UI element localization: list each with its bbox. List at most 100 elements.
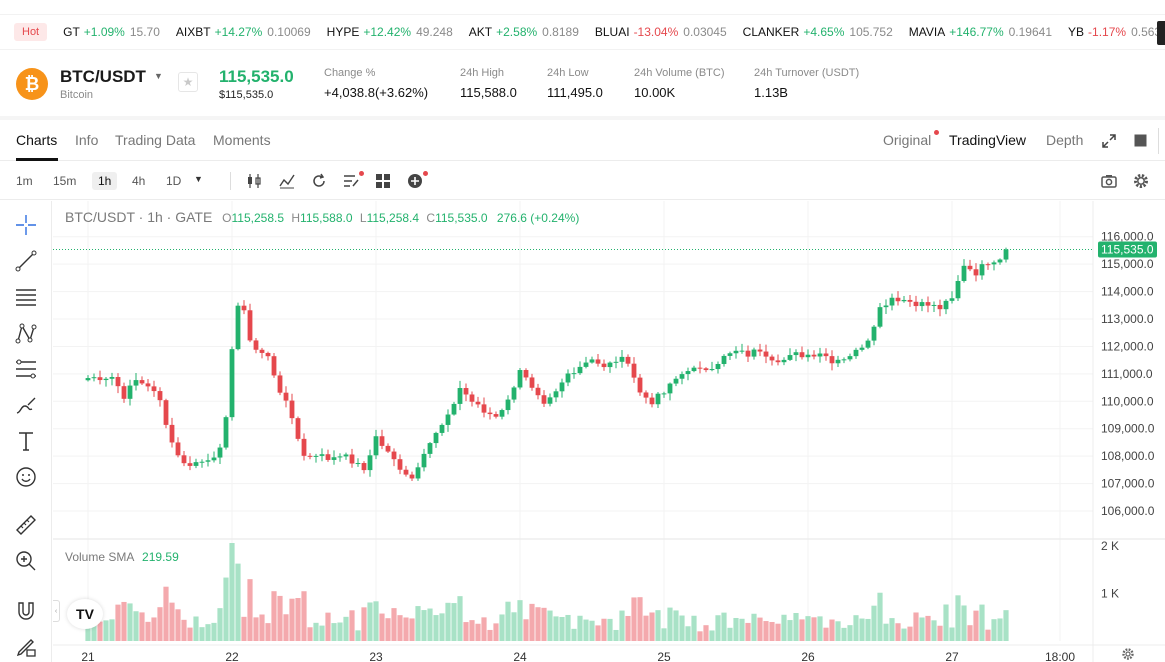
volume-bar	[973, 610, 979, 641]
candle-body	[853, 349, 859, 357]
ticker-item-hype[interactable]: HYPE +12.42% 49.248	[327, 25, 453, 39]
hot-badge[interactable]: Hot	[14, 23, 48, 41]
volume-bar	[877, 592, 883, 641]
volume-legend: Volume SMA 219.59	[65, 550, 179, 564]
ticker-item-aixbt[interactable]: AIXBT +14.27% 0.10069	[176, 25, 311, 39]
pattern-icon[interactable]	[14, 321, 38, 345]
volume-bar	[817, 616, 823, 641]
settings-gear-icon[interactable]	[1132, 172, 1150, 190]
view-depth[interactable]: Depth	[1046, 132, 1084, 148]
legend-low-label: L	[359, 211, 367, 225]
candle-body	[619, 356, 625, 362]
candle-body	[685, 371, 691, 375]
templates-icon[interactable]	[342, 172, 360, 190]
interval-dropdown-icon[interactable]: ▼	[194, 174, 203, 184]
candle-body	[391, 451, 397, 460]
caret-down-icon[interactable]: ▼	[154, 71, 163, 81]
view-original[interactable]: Original	[883, 132, 932, 148]
candle-body	[577, 366, 583, 374]
candle-body	[913, 301, 919, 307]
layout-grid-icon[interactable]	[374, 172, 392, 190]
candles-icon[interactable]	[245, 172, 263, 190]
time-tick-label: 24	[513, 650, 527, 662]
price-tick-label: 109,000.0	[1101, 422, 1155, 436]
camera-icon[interactable]	[1100, 172, 1118, 190]
candle-body	[565, 373, 571, 383]
volume-bar	[409, 618, 415, 641]
emoji-icon[interactable]	[14, 465, 38, 489]
interval-1d[interactable]: 1D	[166, 174, 182, 188]
candle-body	[691, 367, 697, 372]
ticker-price: 0.5633	[1131, 25, 1165, 39]
candle-body	[835, 359, 841, 364]
price-chart[interactable]: 116,000.0 115,000.0 114,000.0 113,000.0 112,…	[53, 201, 1165, 662]
favorite-star-icon[interactable]: ★	[178, 72, 198, 92]
tradingview-logo-icon[interactable]: TV	[67, 599, 103, 629]
candle-body	[757, 349, 763, 352]
volume-bar	[541, 607, 547, 641]
add-indicator-icon[interactable]	[406, 172, 424, 190]
last-price: 115,535.0	[219, 67, 294, 86]
ticker-item-clanker[interactable]: CLANKER +4.65% 105.752	[743, 25, 893, 39]
volume-bar	[559, 616, 565, 641]
ticker-item-yb[interactable]: YB -1.17% 0.5633	[1068, 25, 1165, 39]
fib-retracement-icon[interactable]	[14, 357, 38, 381]
volume-bar	[739, 618, 745, 641]
ticker-item-akt[interactable]: AKT +2.58% 0.8189	[469, 25, 579, 39]
candle-body	[859, 347, 865, 350]
horizontal-lines-icon[interactable]	[14, 285, 38, 309]
volume-label: Volume SMA	[65, 550, 134, 564]
candle-body	[553, 391, 559, 398]
collapse-pane-icon[interactable]: ‹	[53, 600, 60, 622]
candle-body	[763, 351, 769, 357]
tab-trading-data[interactable]: Trading Data	[115, 132, 196, 148]
volume-bar	[499, 614, 505, 641]
candle-body	[559, 382, 565, 392]
volume-bar	[889, 618, 895, 641]
interval-4h[interactable]: 4h	[132, 174, 146, 188]
candle-body	[403, 469, 409, 475]
tab-moments[interactable]: Moments	[213, 132, 271, 148]
candle-body	[799, 352, 805, 358]
crosshair-icon[interactable]	[14, 213, 38, 237]
brush-icon[interactable]	[14, 393, 38, 417]
zoom-in-icon[interactable]	[14, 549, 38, 573]
axis-settings-icon[interactable]	[1121, 647, 1135, 661]
text-tool-icon[interactable]	[14, 429, 38, 453]
tab-charts[interactable]: Charts	[16, 132, 58, 148]
volume-bar	[487, 629, 493, 641]
candle-body	[475, 401, 481, 405]
tab-info[interactable]: Info	[75, 132, 99, 148]
candle-body	[235, 305, 241, 350]
pair-selector[interactable]: BTC/USDT	[60, 67, 146, 86]
candle-body	[1003, 249, 1009, 260]
interval-15m[interactable]: 15m	[53, 174, 77, 188]
candle-body	[367, 455, 373, 471]
lock-drawings-icon[interactable]	[14, 635, 38, 659]
ticker-item-mavia[interactable]: MAVIA +146.77% 0.19641	[909, 25, 1052, 39]
layout-square-icon[interactable]	[1134, 134, 1147, 147]
magnet-icon[interactable]	[14, 599, 38, 623]
candle-body	[985, 264, 991, 266]
ticker-item-bluai[interactable]: BLUAI -13.04% 0.03045	[595, 25, 727, 39]
notification-dot	[423, 171, 428, 176]
interval-1m[interactable]: 1m	[16, 174, 33, 188]
indicators-icon[interactable]	[278, 172, 296, 190]
volume-bar	[181, 619, 187, 641]
ruler-icon[interactable]	[14, 513, 38, 537]
ticker-scroll-handle[interactable]	[1157, 21, 1165, 45]
refresh-icon[interactable]	[310, 172, 328, 190]
chart-canvas[interactable]: 116,000.0 115,000.0 114,000.0 113,000.0 112,…	[53, 201, 1165, 662]
candle-body	[955, 280, 961, 299]
trend-line-icon[interactable]	[14, 249, 38, 273]
candle-body	[733, 350, 739, 354]
candle-body	[511, 387, 517, 400]
interval-1h[interactable]: 1h	[92, 172, 118, 190]
fullscreen-icon[interactable]	[1102, 134, 1116, 148]
ticker-item-gt[interactable]: GT +1.09% 15.70	[63, 25, 160, 39]
candle-body	[349, 454, 355, 464]
volume-bar	[85, 619, 91, 641]
ticker-price: 105.752	[849, 25, 893, 39]
view-tradingview[interactable]: TradingView	[949, 132, 1027, 148]
volume-bar	[535, 607, 541, 641]
